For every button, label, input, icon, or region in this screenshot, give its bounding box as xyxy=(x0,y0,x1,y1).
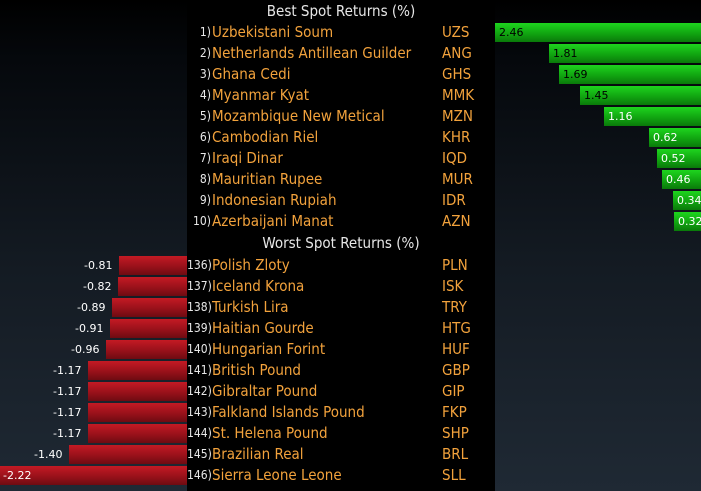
bar-sll xyxy=(0,466,187,485)
bar-ang xyxy=(549,44,701,63)
currency-code: IDR xyxy=(442,191,466,209)
bar-mzn xyxy=(604,107,701,126)
rank-label: 138) xyxy=(187,300,212,314)
bar-mmk xyxy=(580,86,701,105)
currency-name: Polish Zloty xyxy=(212,256,290,274)
currency-name: Hungarian Forint xyxy=(212,340,326,358)
bar-fkp xyxy=(88,403,187,422)
value-label: 0.46 xyxy=(666,173,691,186)
bar-brl xyxy=(69,445,187,464)
rank-label: 6) xyxy=(199,130,211,144)
rank-label: 137) xyxy=(187,279,212,293)
worst-returns-title: Worst Spot Returns (%) xyxy=(262,234,420,252)
rank-label: 141) xyxy=(187,363,212,377)
currency-name: Azerbaijani Manat xyxy=(212,212,334,230)
currency-name: Brazilian Real xyxy=(212,445,304,463)
value-label: 1.16 xyxy=(608,110,633,123)
rank-label: 5) xyxy=(199,109,211,123)
bar-htg xyxy=(110,319,187,338)
currency-code: MUR xyxy=(442,170,473,188)
currency-name: Gibraltar Pound xyxy=(212,382,318,400)
currency-code: TRY xyxy=(442,298,467,316)
value-label: 1.69 xyxy=(563,68,588,81)
currency-code: ANG xyxy=(442,44,472,62)
currency-code: SLL xyxy=(442,466,466,484)
currency-name: Indonesian Rupiah xyxy=(212,191,337,209)
bar-huf xyxy=(106,340,187,359)
currency-code: FKP xyxy=(442,403,467,421)
currency-name: Turkish Lira xyxy=(212,298,289,316)
value-label: 0.34 xyxy=(677,194,701,207)
currency-code: GIP xyxy=(442,382,465,400)
currency-code: KHR xyxy=(442,128,471,146)
bar-isk xyxy=(118,277,187,296)
value-label: 0.52 xyxy=(661,152,686,165)
currency-name: St. Helena Pound xyxy=(212,424,328,442)
currency-code: MZN xyxy=(442,107,473,125)
bar-mur xyxy=(662,170,701,189)
currency-name: Haitian Gourde xyxy=(212,319,314,337)
currency-name: British Pound xyxy=(212,361,301,379)
rank-label: 10) xyxy=(193,214,211,228)
currency-name: Netherlands Antillean Guilder xyxy=(212,44,412,62)
bar-shp xyxy=(88,424,187,443)
rank-label: 145) xyxy=(187,447,212,461)
currency-name: Mozambique New Metical xyxy=(212,107,385,125)
currency-name: Mauritian Rupee xyxy=(212,170,323,188)
bar-gip xyxy=(88,382,187,401)
currency-name: Myanmar Kyat xyxy=(212,86,309,104)
currency-name: Iceland Krona xyxy=(212,277,305,295)
currency-name: Falkland Islands Pound xyxy=(212,403,365,421)
rank-label: 8) xyxy=(199,172,211,186)
rank-label: 139) xyxy=(187,321,212,335)
value-label: 0.32 xyxy=(678,215,701,228)
currency-code: ISK xyxy=(442,277,464,295)
currency-code: HTG xyxy=(442,319,471,337)
currency-code: GBP xyxy=(442,361,470,379)
value-label: 2.46 xyxy=(499,26,524,39)
bar-azn xyxy=(674,212,701,231)
currency-name: Cambodian Riel xyxy=(212,128,319,146)
currency-code: HUF xyxy=(442,340,470,358)
bar-pln xyxy=(119,256,187,275)
rank-label: 2) xyxy=(199,46,211,60)
bar-iqd xyxy=(657,149,701,168)
currency-code: SHP xyxy=(442,424,469,442)
value-label: 1.81 xyxy=(553,47,578,60)
currency-code: MMK xyxy=(442,86,475,104)
bar-uzs xyxy=(495,23,701,42)
currency-name: Sierra Leone Leone xyxy=(212,466,342,484)
currency-code: PLN xyxy=(442,256,468,274)
rank-label: 142) xyxy=(187,384,212,398)
bar-gbp xyxy=(88,361,187,380)
bar-idr xyxy=(673,191,701,210)
currency-name: Uzbekistani Soum xyxy=(212,23,334,41)
currency-code: BRL xyxy=(442,445,469,463)
currency-name: Ghana Cedi xyxy=(212,65,291,83)
currency-code: GHS xyxy=(442,65,472,83)
currency-code: AZN xyxy=(442,212,471,230)
best-returns-title: Best Spot Returns (%) xyxy=(266,2,416,20)
rank-label: 146) xyxy=(187,468,212,482)
currency-code: IQD xyxy=(442,149,467,167)
bar-khr xyxy=(649,128,701,147)
rank-label: 3) xyxy=(199,67,211,81)
value-label: 0.62 xyxy=(653,131,678,144)
rank-label: 9) xyxy=(199,193,211,207)
currency-code: UZS xyxy=(442,23,470,41)
rank-label: 1) xyxy=(199,25,211,39)
bar-ghs xyxy=(559,65,701,84)
rank-label: 7) xyxy=(199,151,211,165)
bar-try xyxy=(112,298,187,317)
currency-name: Iraqi Dinar xyxy=(212,149,283,167)
rank-label: 143) xyxy=(187,405,212,419)
rank-label: 4) xyxy=(199,88,211,102)
value-label: 1.45 xyxy=(584,89,609,102)
rank-label: 136) xyxy=(187,258,212,272)
rank-label: 140) xyxy=(187,342,212,356)
rank-label: 144) xyxy=(187,426,212,440)
